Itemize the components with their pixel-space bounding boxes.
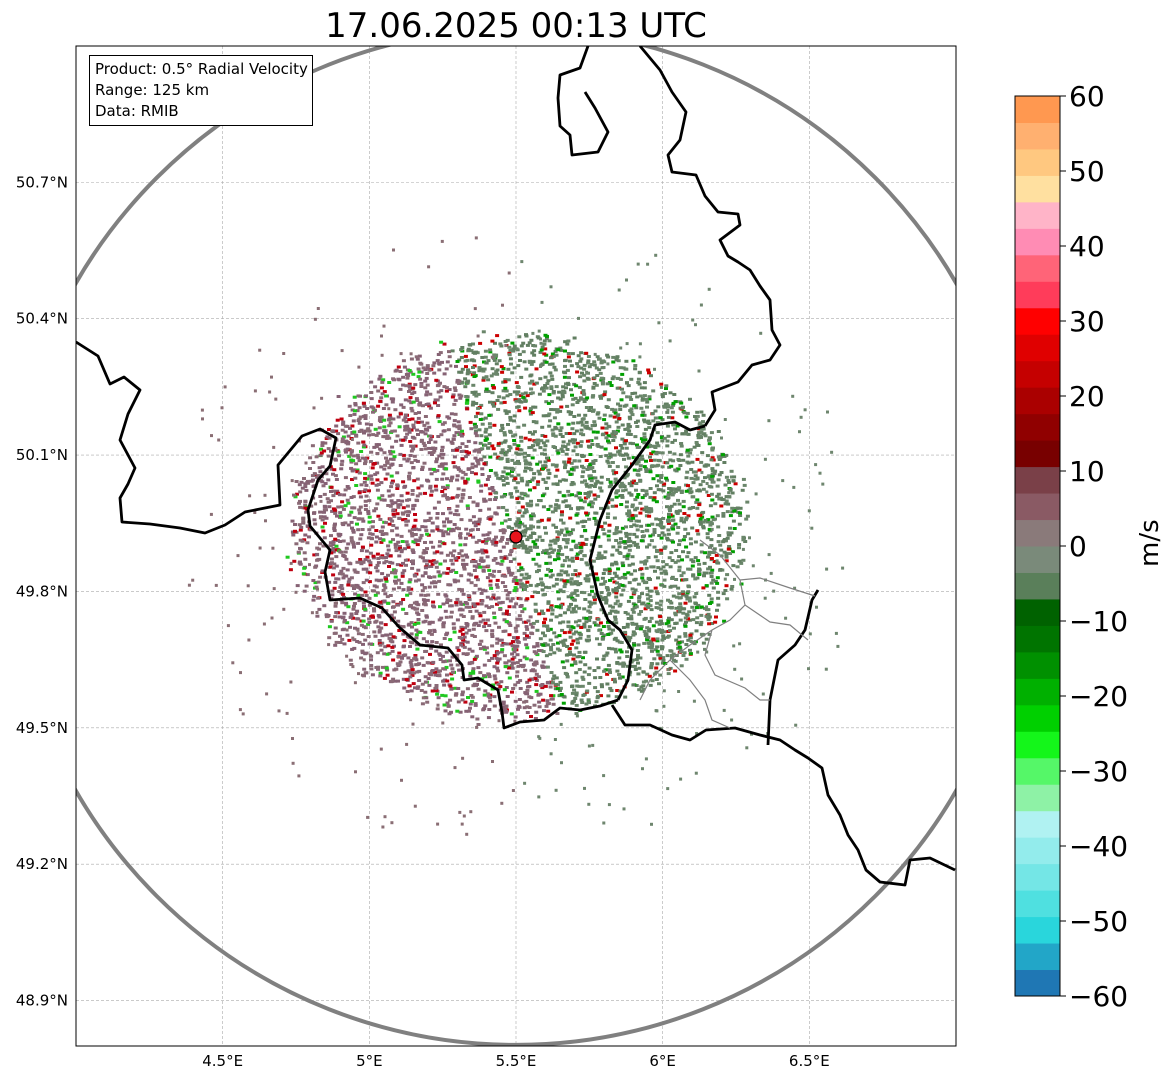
lat-tick-label: 49.5°N [16, 719, 68, 737]
colorbar-tick-label: 20 [1069, 380, 1105, 413]
border-lu-east [588, 420, 706, 701]
colorbar-segment [1015, 863, 1060, 891]
colorbar-segment [1015, 546, 1060, 573]
map-title: 17.06.2025 00:13 UTC [325, 6, 707, 46]
lat-tick-label: 50.7°N [16, 173, 68, 191]
data-source-label: Data: RMIB [95, 102, 179, 120]
colorbar-segment [1015, 493, 1060, 521]
colorbar-segment [1015, 969, 1060, 997]
colorbar-segment [1015, 281, 1060, 309]
colorbar-segment [1015, 943, 1060, 971]
colorbar-tick-label: 0 [1069, 530, 1087, 563]
product-info-box: Product: 0.5° Radial Velocity Range: 125… [89, 55, 313, 126]
colorbar-segment [1015, 625, 1060, 653]
colorbar-segment [1015, 440, 1060, 468]
border-de-lu-east [766, 589, 820, 746]
radar-site-marker [509, 530, 523, 544]
lon-tick-label: 6.5°E [789, 1052, 830, 1070]
product-label: Product: 0.5° Radial Velocity [95, 60, 308, 78]
colorbar: 60 50 40 30 20 10 0 −10 −20 −30 −40 −50 −60 [1014, 80, 1128, 1013]
lon-tick-label: 6°E [649, 1052, 676, 1070]
colorbar-segment [1015, 651, 1060, 679]
lon-tick-label: 4.5°E [202, 1052, 243, 1070]
colorbar-segment [1015, 466, 1060, 494]
colorbar-segment [1015, 228, 1060, 256]
border-de-be-north [638, 46, 782, 427]
colorbar-tick-label: −40 [1069, 830, 1128, 863]
colorbar-segment [1015, 307, 1060, 335]
border-de-fr-south [610, 704, 956, 887]
colorbar-tick-label: −10 [1069, 605, 1128, 638]
colorbar-segment [1015, 96, 1060, 123]
border-be-fr-west [76, 340, 619, 730]
colorbar-segment [1015, 757, 1060, 785]
lat-tick-label: 48.9°N [16, 992, 68, 1010]
colorbar-segment [1015, 148, 1060, 176]
colorbar-tick-label: 40 [1069, 230, 1105, 263]
colorbar-segment [1015, 413, 1060, 441]
colorbar-segment [1015, 254, 1060, 282]
colorbar-tick-label: 30 [1069, 305, 1105, 338]
colorbar-segment [1015, 122, 1060, 150]
colorbar-segment [1015, 810, 1060, 838]
lon-tick-label: 5.5°E [496, 1052, 537, 1070]
colorbar-segment [1015, 334, 1060, 362]
lat-tick-label: 49.2°N [16, 855, 68, 873]
colorbar-segment [1015, 916, 1060, 944]
colorbar-tick-label: 60 [1069, 80, 1105, 113]
range-label: Range: 125 km [95, 81, 210, 99]
lat-tick-label: 49.8°N [16, 582, 68, 600]
colorbar-tick-label: −30 [1069, 755, 1128, 788]
colorbar-segment [1015, 598, 1060, 626]
lat-tick-label: 50.4°N [16, 310, 68, 328]
axis-ticks: 4.5°E 5°E 5.5°E 6°E 6.5°E 50.7°N 50.4°N 50.1°N 4… [16, 173, 830, 1070]
colorbar-segment [1015, 201, 1060, 229]
colorbar-tick-label: 10 [1069, 455, 1105, 488]
border-be-nl-north [556, 46, 610, 157]
colorbar-segment [1015, 175, 1060, 203]
colorbar-segment [1015, 519, 1060, 547]
colorbar-unit-label: m/s [1135, 519, 1165, 567]
colorbar-segment [1015, 572, 1060, 600]
lat-tick-label: 50.1°N [16, 446, 68, 464]
colorbar-segment [1015, 890, 1060, 918]
colorbar-tick-label: −20 [1069, 680, 1128, 713]
borders [76, 46, 956, 887]
colorbar-segment [1015, 387, 1060, 415]
lon-tick-label: 5°E [356, 1052, 383, 1070]
colorbar-tick-label: −60 [1069, 980, 1128, 1013]
range-ring [76, 46, 956, 1046]
colorbar-tick-label: −50 [1069, 905, 1128, 938]
colorbar-tick-label: 50 [1069, 155, 1105, 188]
colorbar-segment [1015, 784, 1060, 812]
colorbar-segment [1015, 837, 1060, 865]
colorbar-segment [1015, 704, 1060, 732]
colorbar-segment [1015, 678, 1060, 706]
plot-frame [75, 45, 957, 1047]
admin-boundaries [639, 539, 816, 729]
colorbar-segment [1015, 360, 1060, 388]
colorbar-segment [1015, 731, 1060, 759]
radar-echoes [187, 236, 845, 836]
